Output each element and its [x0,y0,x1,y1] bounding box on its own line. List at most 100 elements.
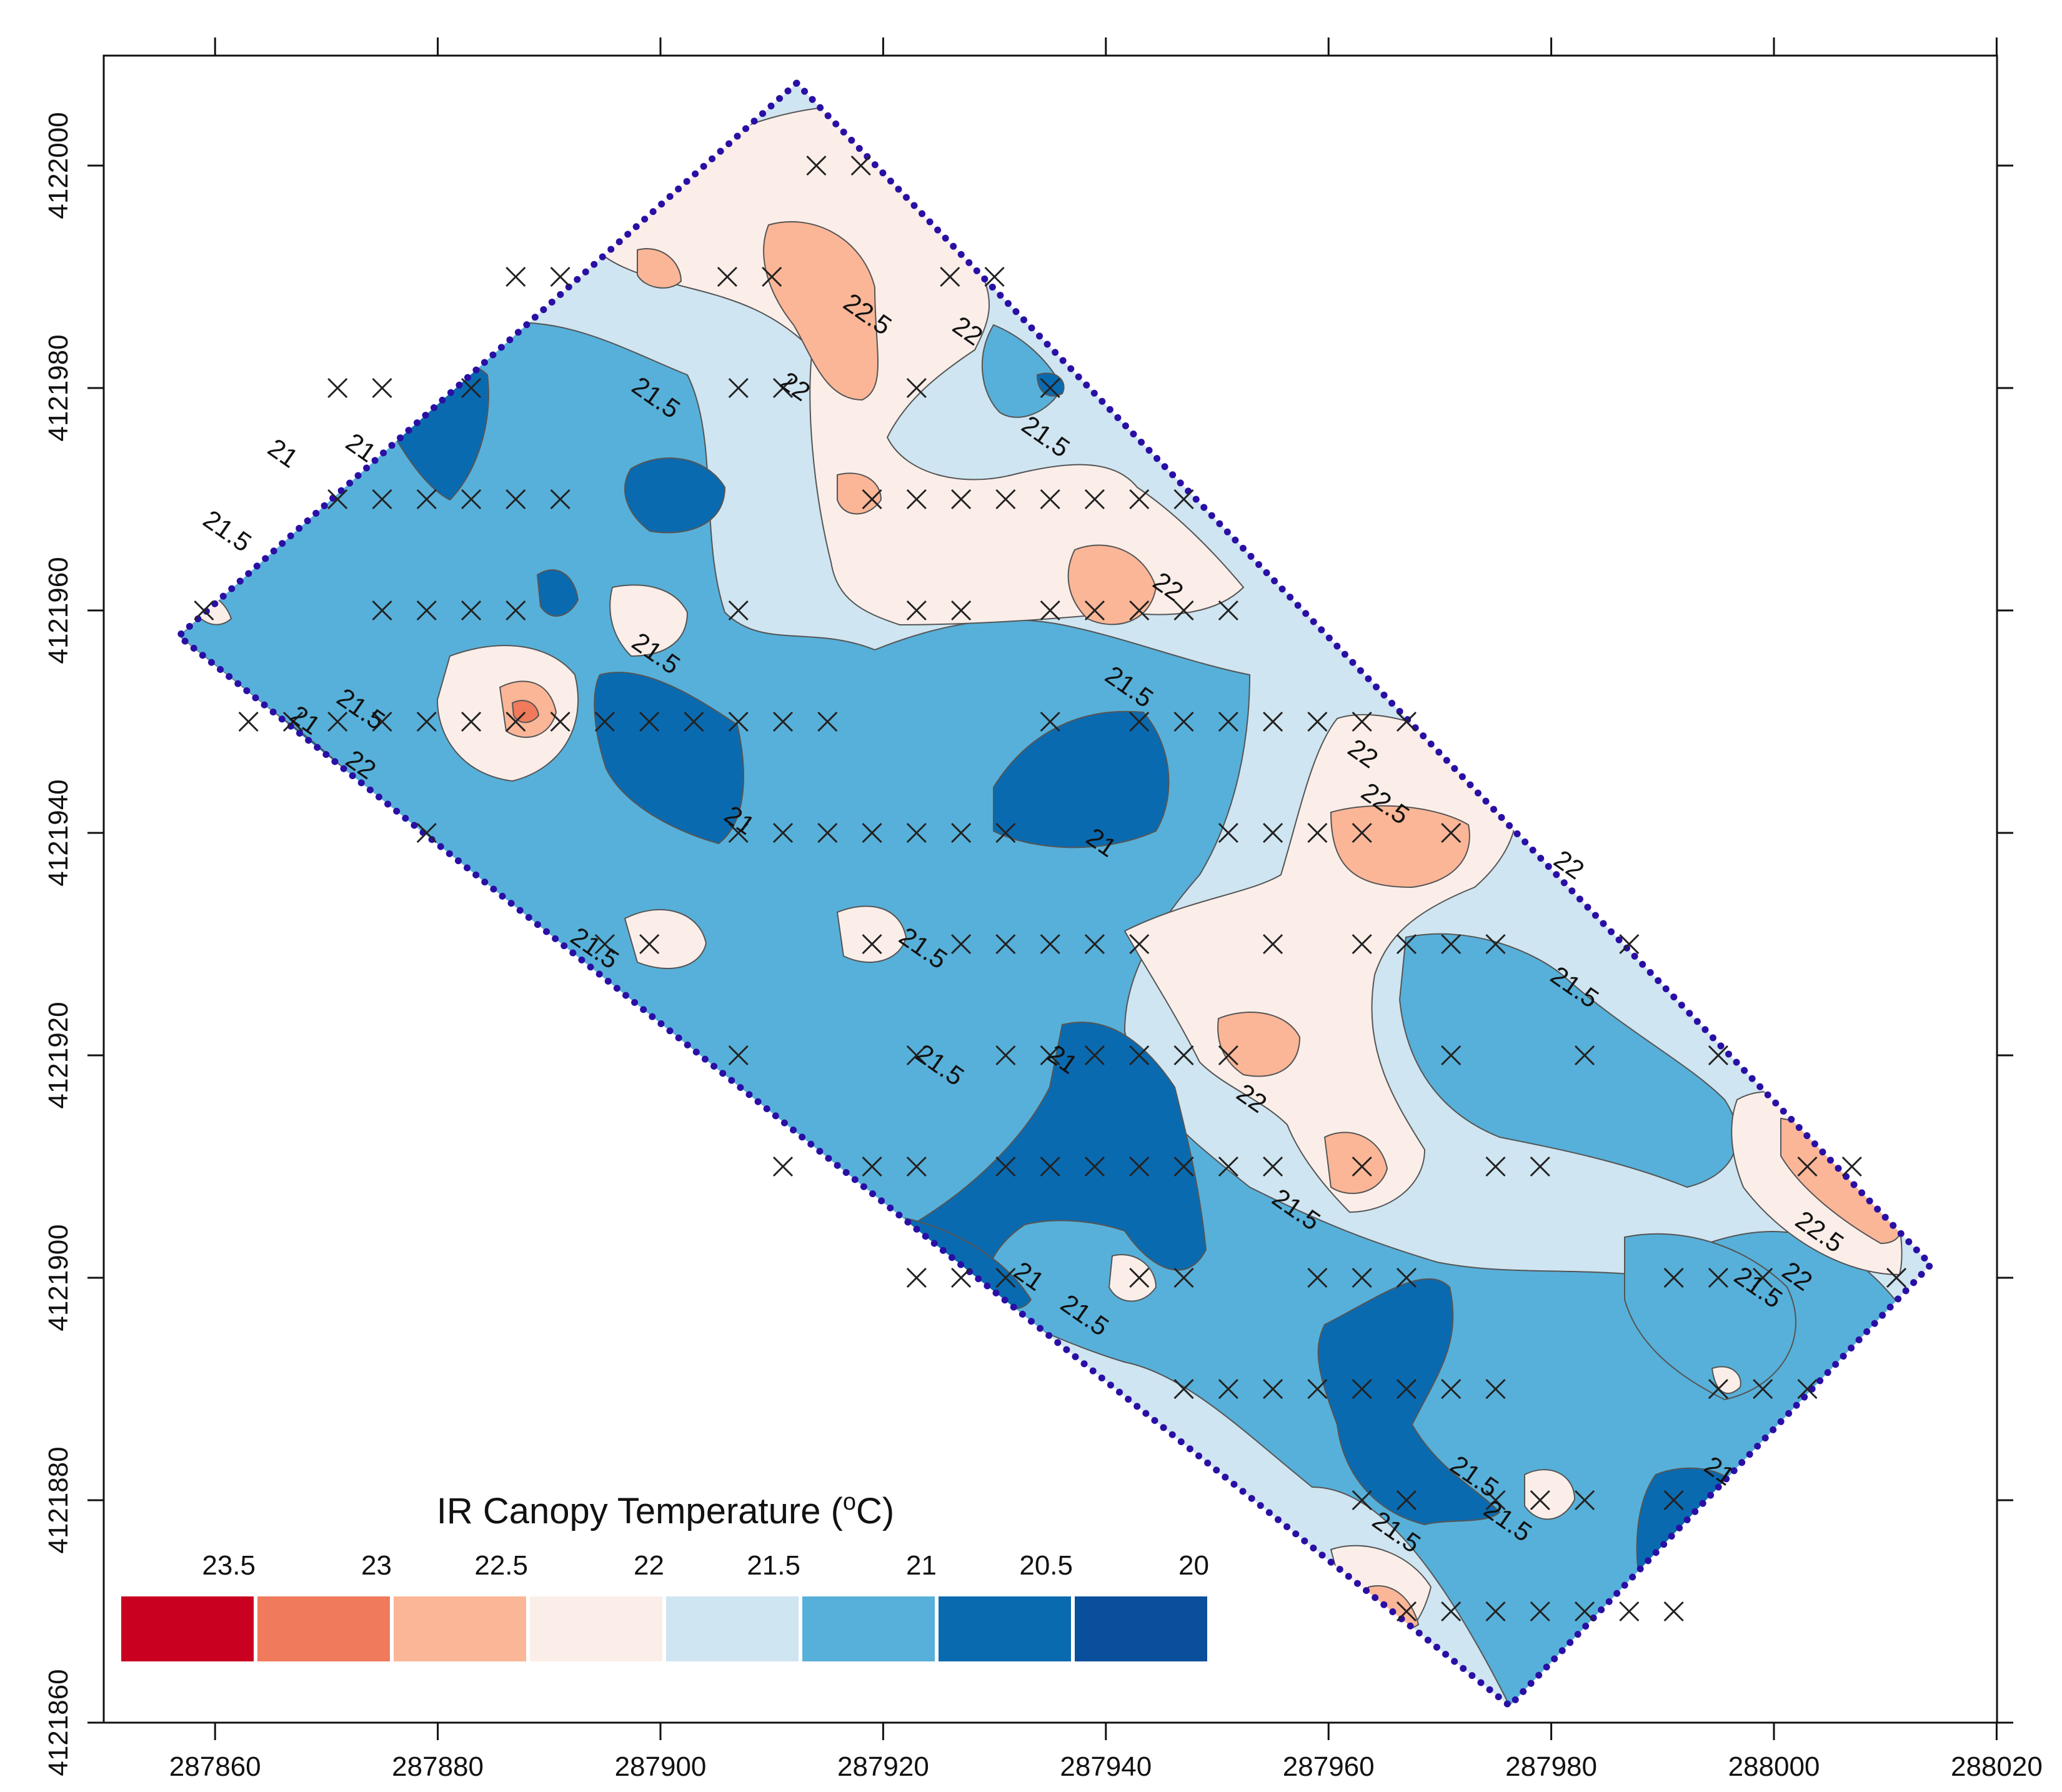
sample-point [951,489,972,510]
legend: IR Canopy Temperature (oC) 23.5 23 22.5 22 2… [121,1489,1209,1661]
y-tick-label: 4121960 [43,557,74,664]
sample-point [1753,1267,1773,1288]
field-boundary [173,78,1936,1711]
sample-point [461,489,482,510]
sample-point [1084,489,1105,510]
sample-point [1084,600,1105,621]
sample-point [906,822,927,844]
sample-point [1886,1267,1907,1288]
sample-point [1574,1045,1595,1066]
sample-point [984,266,1005,287]
sample-point [862,489,882,510]
sample-point [506,266,526,287]
legend-swatch [939,1596,1071,1661]
sample-point [416,822,437,844]
sample-point [1263,1156,1283,1177]
sample-point [951,600,972,621]
sample-point [1485,1601,1506,1622]
x-tick-label: 288020 [1951,1751,2043,1782]
legend-swatch [666,1596,799,1661]
y-tick-label: 4121900 [43,1224,74,1331]
sample-point [1218,822,1238,844]
sample-point [762,266,782,287]
legend-level-label: 21 [906,1550,937,1581]
sample-point [1753,1378,1773,1400]
legend-swatches [121,1596,1207,1661]
x-tick-label: 287980 [1505,1751,1597,1782]
x-tick-label: 287880 [392,1751,484,1782]
sample-point [1396,1601,1417,1622]
sample-point [1352,822,1372,844]
sample-point [1218,1156,1238,1177]
sample-point [906,377,927,399]
sample-point [1441,1601,1462,1622]
contour-label: 21.5 [198,504,257,557]
contour-label: 21 [262,432,303,473]
sample-point [995,822,1016,844]
plot-frame [102,54,1998,1724]
sample-point [1307,822,1328,844]
sample-point [594,933,615,955]
sample-point [1352,1490,1372,1511]
sample-point [728,1045,749,1066]
sample-point [506,711,526,732]
sample-point [806,155,827,176]
sample-point [1352,933,1372,955]
y-tick-label: 4121980 [43,334,74,441]
sample-point [1352,1378,1372,1400]
legend-swatch [121,1596,254,1661]
sample-point [639,933,660,955]
sample-point [1396,1267,1417,1288]
sample-point [1263,933,1283,955]
sample-point [1619,933,1640,955]
sample-point [1708,1378,1728,1400]
sample-point [995,489,1016,510]
sample-point [728,600,749,621]
sample-point [1663,1601,1684,1622]
sample-point [772,822,794,844]
sample-point [1352,711,1372,732]
sample-point [1619,1601,1640,1622]
sample-point [906,1045,927,1066]
sample-point [1708,1045,1728,1066]
sample-point [1841,1156,1862,1177]
x-tick-label: 288000 [1728,1751,1820,1782]
sample-point [862,822,882,844]
legend-swatch [530,1596,662,1661]
x-tick-label: 287960 [1283,1751,1375,1782]
sample-point [1040,1045,1060,1066]
sample-point [416,489,437,510]
sample-point [1485,1156,1506,1177]
sample-point [728,711,749,732]
sample-point [1129,933,1150,955]
sample-point [995,1156,1016,1177]
sample-point [1129,489,1150,510]
sample-point [1218,711,1238,732]
sample-point [1040,600,1060,621]
sample-point [906,489,927,510]
sample-point [1396,711,1417,732]
temperature-contour-field [179,83,1931,1706]
sample-point [1129,1045,1150,1066]
sample-point [1084,933,1105,955]
legend-level-label: 20 [1178,1550,1209,1581]
sample-point [1263,1378,1283,1400]
sample-point [717,266,737,287]
sample-points [194,155,1907,1622]
sample-point [1084,1156,1105,1177]
sample-point [940,266,960,287]
sample-point [995,1045,1016,1066]
sample-point [327,489,348,510]
sample-point [1218,600,1238,621]
sample-point [850,155,871,176]
legend-swatch [1075,1596,1207,1661]
sample-point [1129,1156,1150,1177]
sample-point [194,600,214,621]
x-tick-label: 287940 [1060,1751,1152,1782]
sample-point [327,377,348,399]
sample-point [238,711,259,732]
legend-swatch [257,1596,390,1661]
legend-title: IR Canopy Temperature (oC) [437,1489,894,1531]
sample-point [817,711,838,732]
sample-point [1173,1378,1194,1400]
